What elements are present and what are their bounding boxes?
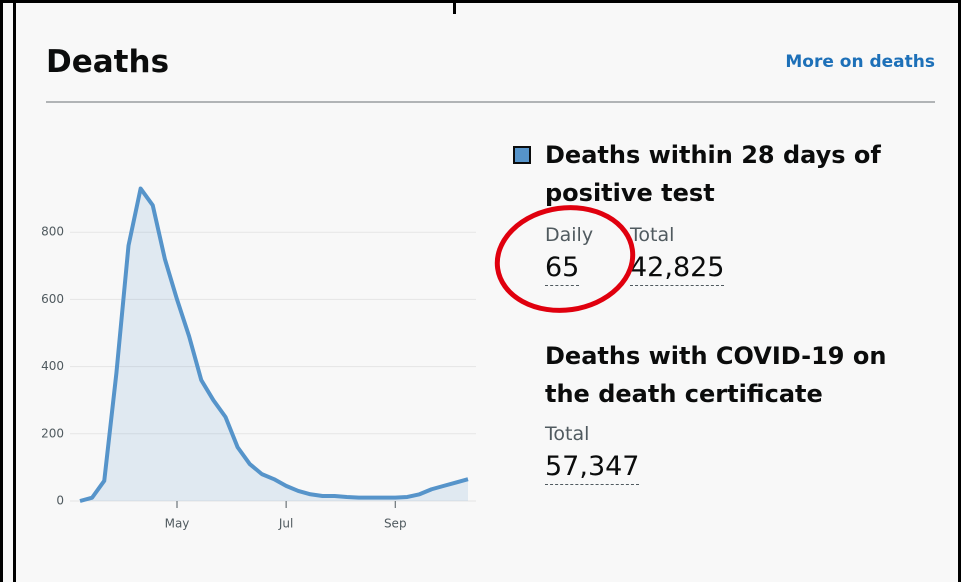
- line: [79, 186, 469, 503]
- frame-line: [0, 0, 961, 3]
- frame-line: [0, 0, 3, 582]
- metric-label: Total: [630, 224, 675, 246]
- y-tick-label: 800: [41, 225, 64, 239]
- x-tick-label: Sep: [384, 517, 407, 531]
- y-tick-label: 0: [56, 494, 64, 508]
- metric-heading: Deaths with COVID-19 on the death certif…: [545, 342, 887, 408]
- y-tick-label: 600: [41, 292, 64, 306]
- more-link[interactable]: More on deaths: [785, 52, 935, 72]
- chart: 0 200 400 600 800 May Jul Sep: [41, 186, 476, 531]
- metric-value: 57,347: [545, 451, 640, 485]
- legend-swatch: [513, 146, 531, 164]
- metric-value: 42,825: [630, 252, 725, 286]
- metric-heading: Deaths within 28 days of positive test: [545, 141, 881, 207]
- divider: [46, 101, 935, 103]
- y-tick-label: 400: [41, 359, 64, 373]
- x-tick-label: May: [165, 517, 190, 531]
- area: [80, 188, 468, 501]
- frame-line: [958, 0, 961, 582]
- metric-label: Daily: [545, 224, 594, 246]
- card-title: Deaths: [46, 44, 170, 80]
- metric-value: 65: [545, 252, 580, 286]
- x-tick-label: Jul: [278, 517, 293, 531]
- frame-line: [13, 0, 16, 582]
- metric-label: Total: [545, 423, 590, 445]
- frame-line: [453, 0, 456, 14]
- y-tick-label: 200: [41, 426, 64, 440]
